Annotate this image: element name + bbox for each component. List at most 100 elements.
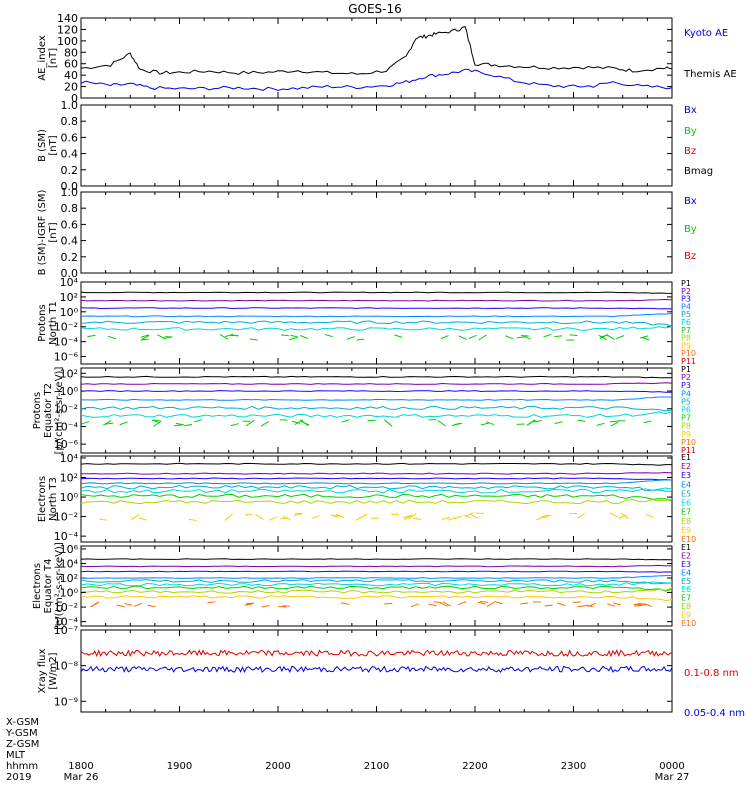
series-segment bbox=[384, 602, 393, 605]
series-segment bbox=[294, 513, 303, 517]
legend-entry: E4 bbox=[681, 568, 691, 577]
y-tick-label: 0.4 bbox=[61, 235, 79, 248]
series-segment bbox=[340, 602, 349, 605]
series-segment bbox=[119, 421, 128, 426]
series-segment bbox=[324, 333, 334, 338]
y-axis-label: [nT] bbox=[48, 222, 59, 242]
y-tick-label: 10⁰ bbox=[60, 385, 79, 398]
legend-entry: By bbox=[684, 126, 697, 137]
legend-entry: P10 bbox=[681, 349, 696, 358]
legend-entry: P8 bbox=[681, 422, 691, 431]
series-line bbox=[80, 558, 673, 561]
series-line bbox=[80, 307, 673, 310]
series-segment bbox=[107, 335, 116, 340]
panel-xray: 10⁻⁷ 10⁻⁸ 10⁻⁹ Xray flux [W/m2] 0.1-0.8 nm 0.0… bbox=[37, 624, 745, 719]
legend-entry: E9 bbox=[681, 611, 691, 620]
series-segment bbox=[641, 336, 650, 341]
series-segment bbox=[246, 419, 255, 427]
series-segment bbox=[335, 513, 345, 519]
series-segment bbox=[147, 604, 156, 608]
y-tick-label: 120 bbox=[57, 23, 78, 36]
series-segment bbox=[290, 334, 299, 338]
plot-title: GOES-16 bbox=[348, 2, 402, 16]
y-tick-label: 10⁴ bbox=[60, 276, 79, 289]
series-segment bbox=[133, 602, 142, 607]
series-segment bbox=[402, 515, 411, 519]
series-segment bbox=[596, 422, 605, 426]
series-segment bbox=[576, 513, 586, 519]
series-segment bbox=[230, 334, 239, 337]
legend-entry: P3 bbox=[681, 381, 691, 390]
y-axis-label: Protons bbox=[32, 392, 43, 429]
series-segment bbox=[289, 337, 298, 341]
y-tick-label: 10² bbox=[60, 572, 78, 585]
series-segment bbox=[384, 419, 393, 427]
legend-entry: Bx bbox=[684, 105, 697, 116]
series-segment bbox=[522, 335, 531, 340]
y-tick-label: 10⁻² bbox=[54, 321, 78, 334]
y-tick-label: 10⁻⁶ bbox=[54, 351, 79, 364]
y-tick-label: 10² bbox=[60, 367, 78, 380]
legend-entry: P11 bbox=[681, 357, 696, 366]
series-line bbox=[80, 326, 673, 331]
y-axis-label: Protons bbox=[37, 304, 48, 341]
y-tick-label: 10⁰ bbox=[60, 587, 79, 600]
x-axis-row-label: 2019 bbox=[6, 772, 31, 783]
x-tick-label: 2000 bbox=[265, 761, 290, 772]
legend-entry: P11 bbox=[681, 446, 696, 455]
y-tick-label: 10⁻² bbox=[54, 601, 78, 614]
y-tick-label: 10⁶ bbox=[60, 543, 79, 556]
series-segment bbox=[609, 512, 619, 518]
series-segment bbox=[138, 517, 148, 521]
series-segment bbox=[458, 335, 467, 340]
legend-entry: Bx bbox=[684, 196, 697, 207]
series-segment bbox=[465, 512, 474, 517]
series-segment bbox=[219, 334, 229, 340]
series-segment bbox=[261, 605, 270, 608]
series-line bbox=[80, 498, 673, 505]
legend-entry: E6 bbox=[681, 499, 691, 508]
series-segment bbox=[569, 334, 578, 337]
series-segment bbox=[311, 515, 320, 519]
series-line bbox=[80, 68, 673, 91]
x-axis-row-label: hhmm bbox=[6, 761, 38, 772]
legend-entry: P7 bbox=[681, 326, 691, 335]
legend-entry: By bbox=[684, 224, 697, 235]
series-segment bbox=[544, 604, 553, 607]
x-tick-label: 2100 bbox=[364, 761, 389, 772]
series-line bbox=[80, 320, 673, 327]
series-segment bbox=[554, 335, 563, 338]
series-segment bbox=[572, 601, 581, 603]
series-segment bbox=[116, 604, 125, 608]
panel-frame bbox=[80, 191, 673, 274]
y-tick-label: 60 bbox=[64, 58, 78, 71]
legend-entry: P5 bbox=[681, 397, 691, 406]
x-axis-row-label: Y-GSM bbox=[5, 728, 38, 739]
panel-et3: 10⁴ 10² 10⁰ 10⁻² 10⁻⁴ Electrons North T3 E1E2E3… bbox=[37, 452, 696, 544]
y-tick-label: 10⁻² bbox=[54, 403, 78, 416]
series-segment bbox=[577, 419, 586, 422]
series-segment bbox=[346, 336, 355, 340]
y-tick-label: 0.6 bbox=[61, 131, 79, 144]
y-axis-label: Electrons bbox=[37, 476, 48, 522]
series-segment bbox=[173, 424, 182, 427]
y-tick-label: 10⁻⁴ bbox=[54, 336, 79, 349]
series-segment bbox=[613, 602, 622, 606]
series-segment bbox=[533, 420, 542, 423]
series-segment bbox=[410, 603, 419, 608]
y-axis-label: [nT] bbox=[48, 135, 59, 155]
series-segment bbox=[607, 603, 616, 607]
y-tick-label: 0.6 bbox=[61, 218, 79, 231]
y-tick-label: 1.0 bbox=[61, 99, 79, 112]
series-segment bbox=[194, 418, 203, 423]
legend-entry: P7 bbox=[681, 414, 691, 423]
legend-entry: P10 bbox=[681, 438, 696, 447]
y-axis-label: North T1 bbox=[48, 301, 59, 345]
x-tick-date: Mar 26 bbox=[64, 772, 99, 783]
series-line bbox=[80, 471, 673, 475]
series-line bbox=[80, 649, 673, 658]
x-tick-label: 2300 bbox=[561, 761, 586, 772]
series-segment bbox=[468, 334, 477, 339]
